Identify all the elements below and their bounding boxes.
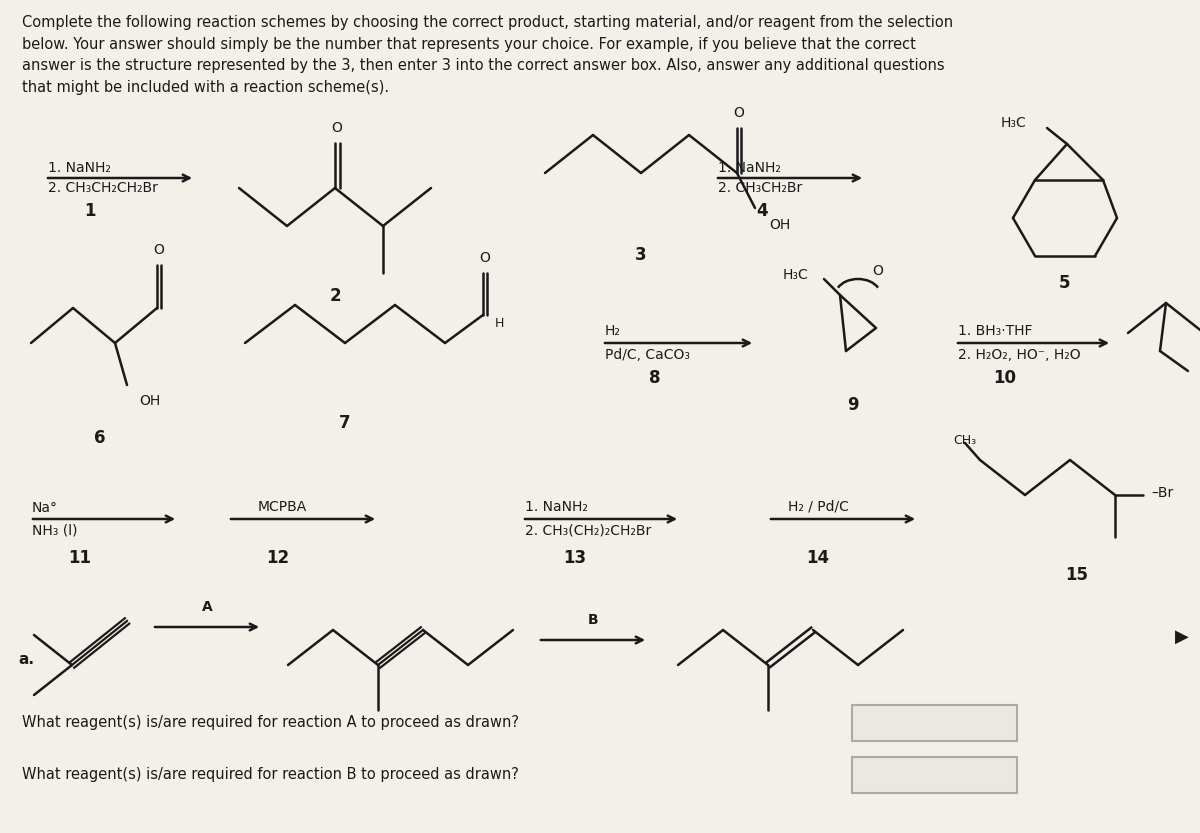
Text: 9: 9 (847, 396, 859, 414)
Text: CH₃: CH₃ (954, 433, 977, 446)
Bar (852, 705, 1018, 741)
Text: 10: 10 (994, 369, 1016, 387)
Text: O: O (872, 264, 883, 278)
Text: 8: 8 (649, 369, 661, 387)
Text: 4: 4 (756, 202, 768, 220)
Text: H₃C: H₃C (1000, 116, 1026, 130)
Text: What reagent(s) is/are required for reaction A to proceed as drawn?: What reagent(s) is/are required for reac… (22, 716, 520, 731)
Text: 2. CH₃CH₂Br: 2. CH₃CH₂Br (718, 181, 803, 195)
Text: H₃C: H₃C (784, 268, 809, 282)
Text: A: A (202, 600, 212, 614)
Text: H₂ / Pd/C: H₂ / Pd/C (787, 500, 848, 514)
Text: O: O (733, 106, 744, 120)
Text: 1: 1 (84, 202, 96, 220)
Text: 5: 5 (1060, 274, 1070, 292)
Text: 13: 13 (564, 549, 587, 567)
Text: O: O (154, 243, 164, 257)
Text: ▶: ▶ (1175, 628, 1189, 646)
Text: 1. NaNH₂: 1. NaNH₂ (48, 161, 110, 175)
Text: H₂: H₂ (605, 324, 620, 338)
Text: 2: 2 (329, 287, 341, 305)
Text: OH: OH (769, 218, 791, 232)
Text: Na°: Na° (32, 501, 58, 515)
Text: 2. CH₃CH₂CH₂Br: 2. CH₃CH₂CH₂Br (48, 181, 158, 195)
Text: What reagent(s) is/are required for reaction B to proceed as drawn?: What reagent(s) is/are required for reac… (22, 767, 518, 782)
Text: NH₃ (l): NH₃ (l) (32, 523, 78, 537)
Text: a.: a. (18, 652, 34, 667)
Text: 11: 11 (68, 549, 91, 567)
Text: 1. NaNH₂: 1. NaNH₂ (526, 500, 588, 514)
Text: 2. H₂O₂, HO⁻, H₂O: 2. H₂O₂, HO⁻, H₂O (958, 348, 1081, 362)
Text: O: O (480, 251, 491, 265)
Text: 15: 15 (1066, 566, 1088, 584)
Text: OH: OH (139, 394, 161, 408)
Text: 12: 12 (266, 549, 289, 567)
Text: 14: 14 (806, 549, 829, 567)
Text: 2. CH₃(CH₂)₂CH₂Br: 2. CH₃(CH₂)₂CH₂Br (526, 523, 652, 537)
Text: H: H (494, 317, 504, 330)
Text: 1. NaNH₂: 1. NaNH₂ (718, 161, 781, 175)
Text: 6: 6 (95, 429, 106, 447)
Text: O: O (331, 121, 342, 135)
Text: MCPBA: MCPBA (257, 500, 307, 514)
Text: Pd/C, CaCO₃: Pd/C, CaCO₃ (605, 348, 690, 362)
Text: 1. BH₃·THF: 1. BH₃·THF (958, 324, 1032, 338)
Text: 7: 7 (340, 414, 350, 432)
Text: Complete the following reaction schemes by choosing the correct product, startin: Complete the following reaction schemes … (22, 15, 953, 95)
Bar (852, 757, 1018, 793)
Text: 3: 3 (635, 246, 647, 264)
Text: B: B (588, 613, 599, 627)
Text: –Br: –Br (1152, 486, 1174, 500)
